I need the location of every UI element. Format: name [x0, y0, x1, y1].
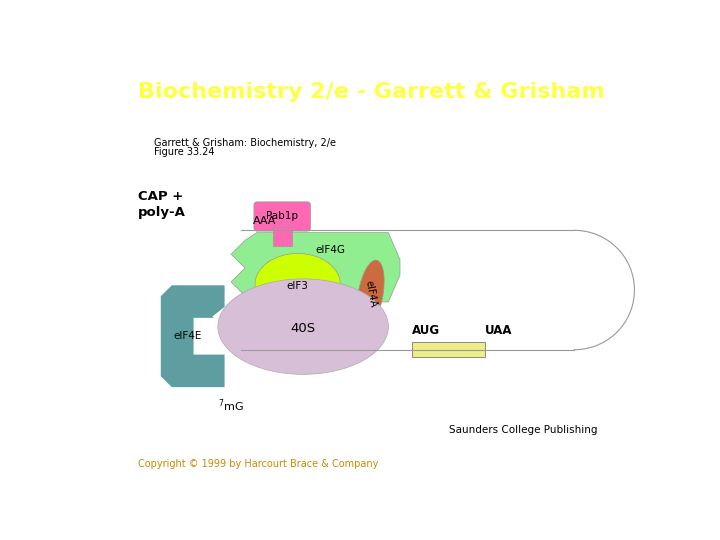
Text: eIF4G: eIF4G [315, 245, 346, 254]
Text: 40S: 40S [291, 322, 315, 335]
Bar [412, 342, 485, 357]
Polygon shape [231, 233, 400, 321]
FancyBboxPatch shape [254, 202, 310, 231]
Text: Pab1p: Pab1p [266, 212, 298, 221]
Text: Saunders College Publishing: Saunders College Publishing [449, 425, 598, 435]
Text: eIF4E: eIF4E [174, 331, 202, 341]
Text: $^7$mG: $^7$mG [218, 397, 244, 414]
Text: CAP +
poly-A: CAP + poly-A [138, 190, 186, 219]
Bar [273, 226, 292, 246]
Text: Biochemistry 2/e - Garrett & Grisham: Biochemistry 2/e - Garrett & Grisham [138, 82, 605, 102]
Ellipse shape [357, 260, 384, 328]
Text: AUG: AUG [412, 323, 440, 336]
Polygon shape [160, 284, 225, 388]
Text: eIF3: eIF3 [287, 281, 309, 291]
Text: eIF4A: eIF4A [364, 280, 378, 308]
Text: Figure 33.24: Figure 33.24 [153, 147, 214, 157]
Text: Copyright © 1999 by Harcourt Brace & Company: Copyright © 1999 by Harcourt Brace & Com… [138, 459, 379, 469]
Text: UAA: UAA [485, 323, 513, 336]
Ellipse shape [218, 279, 388, 374]
Text: Garrett & Grisham: Biochemistry, 2/e: Garrett & Grisham: Biochemistry, 2/e [153, 138, 336, 148]
Ellipse shape [255, 253, 341, 315]
Text: AAA: AAA [253, 217, 276, 226]
